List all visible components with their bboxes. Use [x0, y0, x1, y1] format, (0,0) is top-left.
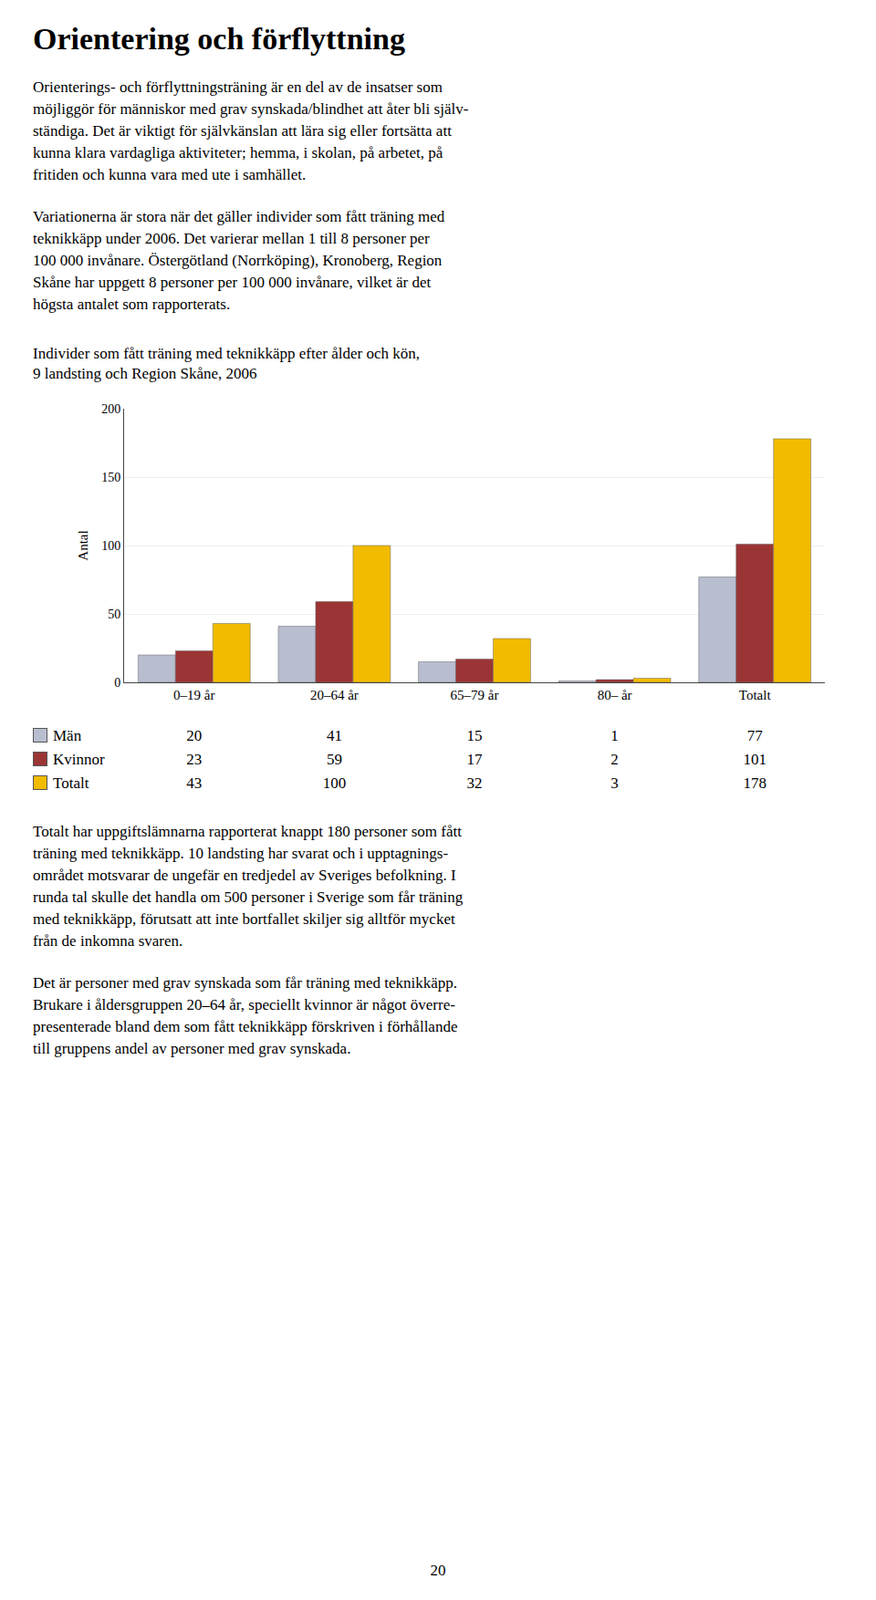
html-text:59: 59	[326, 750, 343, 769]
html-text:Män: Män	[52, 727, 82, 745]
html-text:möjliggör för människor med gr: möjliggör för människor med grav synskad…	[32, 100, 469, 118]
svg-text:50: 50	[107, 607, 121, 622]
svg-text:20–64 år: 20–64 år	[310, 688, 359, 703]
svg-text:100: 100	[101, 539, 121, 553]
html-text:Totalt: Totalt	[52, 774, 89, 793]
html-text:Variationerna är stora när det: Variationerna är stora när det gäller in…	[32, 208, 445, 226]
html-text:100 000 invånare. Östergötland: 100 000 invånare. Östergötland (Norrköpi…	[32, 251, 443, 270]
html-text:presenterade bland dem som fåt: presenterade bland dem som fått teknikkä…	[32, 1018, 458, 1036]
html-text:Orientering och förflyttning: Orientering och förflyttning	[32, 21, 406, 56]
html-text:med teknikkäpp, förutsatt att: med teknikkäpp, förutsatt att inte bortf…	[32, 910, 456, 929]
html-text:32: 32	[466, 774, 483, 793]
html-text:till gruppens andel av persone: till gruppens andel av personer med grav…	[32, 1040, 351, 1058]
html-text:178: 178	[743, 774, 767, 793]
html-text:20: 20	[430, 1562, 446, 1580]
html-text:högsta antalet som rapporterat: högsta antalet som rapporterats.	[32, 295, 231, 313]
html-text:1: 1	[610, 727, 619, 745]
html-text:Brukare i åldersgruppen 20–64: Brukare i åldersgruppen 20–64 år, specie…	[32, 996, 456, 1014]
html-text:3: 3	[610, 774, 619, 793]
html-text:runda tal skulle det handla om: runda tal skulle det handla om 500 perso…	[32, 888, 463, 907]
html-text:17: 17	[466, 750, 483, 769]
html-text:43: 43	[186, 774, 202, 793]
html-text:Totalt har uppgiftslämnarna ra: Totalt har uppgiftslämnarna rapporterat …	[32, 823, 462, 841]
html-text:teknikkäpp under 2006. Det var: teknikkäpp under 2006. Det varierar mell…	[32, 229, 430, 248]
html-text:området motsvarar de ungefär e: området motsvarar de ungefär en tredjede…	[32, 866, 456, 885]
html-text:kunna klara vardagliga aktivit: kunna klara vardagliga aktiviteter; hemm…	[32, 144, 443, 162]
html-text:från de inkomna svaren.: från de inkomna svaren.	[32, 932, 183, 950]
html-text:15: 15	[466, 727, 483, 745]
html-text:20: 20	[186, 727, 202, 745]
svg-text:Antal: Antal	[75, 530, 91, 561]
html-text:Det är personer med grav synsk: Det är personer med grav synskada som få…	[32, 974, 458, 992]
html-text:fritiden och kunna vara med ut: fritiden och kunna vara med ute i samhäl…	[32, 166, 306, 184]
html-text:ständiga. Det är viktigt för s: ständiga. Det är viktigt för självkänsla…	[32, 122, 452, 140]
html-text:100: 100	[322, 774, 346, 793]
html-text:Orienterings- och förflyttning: Orienterings- och förflyttningsträning ä…	[32, 78, 443, 96]
svg-text:0–19 år: 0–19 år	[173, 688, 215, 703]
html-text:Skåne har uppgett 8 personer p: Skåne har uppgett 8 personer per 100 000…	[32, 273, 431, 292]
svg-text:80– år: 80– år	[597, 688, 633, 703]
html-text:77: 77	[747, 727, 763, 745]
svg-text:200: 200	[101, 402, 121, 417]
svg-text:Individer som fått träning med: Individer som fått träning med teknikkäp…	[32, 344, 420, 383]
html-text:Kvinnor: Kvinnor	[52, 750, 105, 769]
svg-text:65–79 år: 65–79 år	[450, 688, 500, 703]
html-text:träning med teknikkäpp. 10 lan: träning med teknikkäpp. 10 landsting har…	[32, 844, 449, 863]
svg-text:0: 0	[114, 676, 121, 690]
html-text:101: 101	[743, 750, 767, 769]
html-text:23: 23	[186, 750, 202, 769]
html-text:41: 41	[326, 727, 343, 745]
svg-text:Totalt: Totalt	[739, 688, 772, 703]
svg-text:150: 150	[101, 470, 121, 485]
html-text:2: 2	[610, 750, 619, 769]
